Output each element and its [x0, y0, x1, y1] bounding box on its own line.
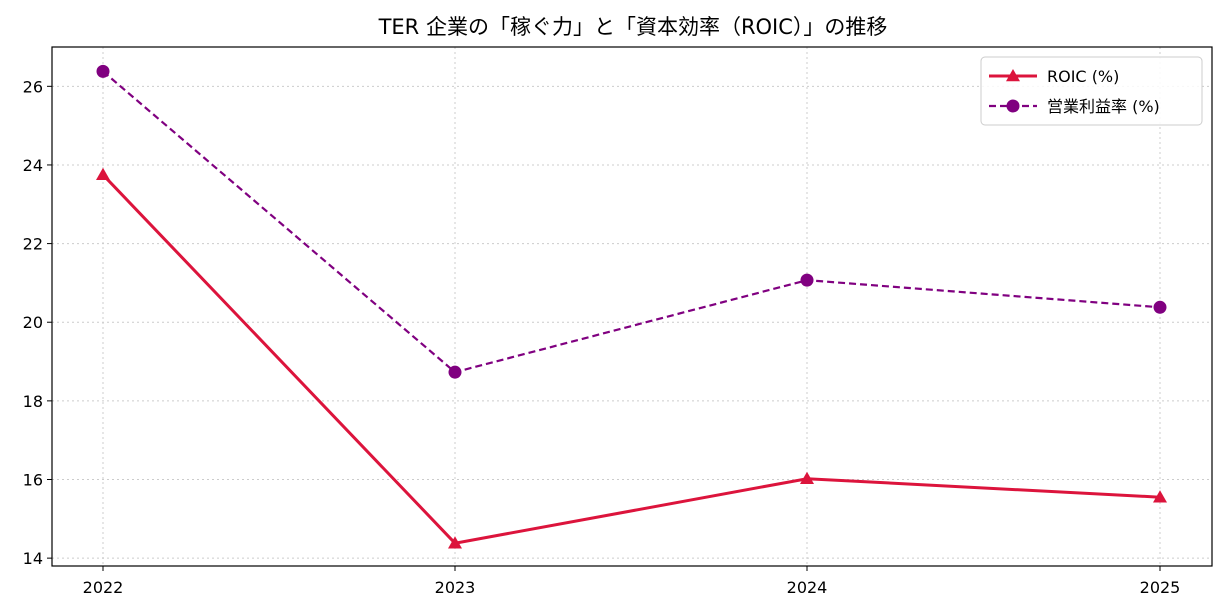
y-tick-label: 16 — [23, 471, 43, 490]
legend-label: ROIC (%) — [1047, 67, 1119, 86]
legend: ROIC (%) 営業利益率 (%) — [980, 56, 1203, 126]
x-axis: 2022 2023 2024 2025 — [83, 566, 1181, 597]
series-line — [101, 173, 1161, 545]
data-point — [448, 365, 462, 379]
data-point — [448, 536, 462, 549]
legend-box — [980, 56, 1203, 126]
y-axis: 14 16 18 20 22 24 26 — [23, 77, 52, 568]
x-tick-label: 2025 — [1140, 578, 1181, 597]
data-point — [1153, 300, 1167, 314]
legend-label: 営業利益率 (%) — [1047, 97, 1160, 116]
legend-marker — [1006, 99, 1020, 113]
x-tick-label: 2024 — [787, 578, 828, 597]
series-line — [102, 70, 1161, 374]
y-tick-label: 18 — [23, 392, 43, 411]
data-point — [1153, 490, 1167, 503]
legend-marker — [1006, 69, 1020, 82]
x-tick-label: 2023 — [435, 578, 476, 597]
grid — [52, 47, 1212, 566]
data-point — [800, 273, 814, 287]
series-roic — [96, 167, 1167, 549]
y-tick-label: 24 — [23, 156, 43, 175]
y-tick-label: 14 — [23, 549, 43, 568]
plot-frame — [51, 46, 1213, 567]
data-point — [96, 64, 110, 78]
series-layer — [96, 64, 1167, 549]
x-tick-label: 2022 — [83, 578, 124, 597]
y-tick-label: 26 — [23, 77, 43, 96]
y-tick-label: 20 — [23, 313, 43, 332]
series-operating-margin — [96, 64, 1167, 379]
data-point — [96, 167, 110, 181]
data-point — [800, 471, 814, 484]
y-tick-label: 22 — [23, 235, 43, 254]
chart-title: TER 企業の「稼ぐ力」と「資本効率（ROIC）」の推移 — [378, 15, 888, 39]
